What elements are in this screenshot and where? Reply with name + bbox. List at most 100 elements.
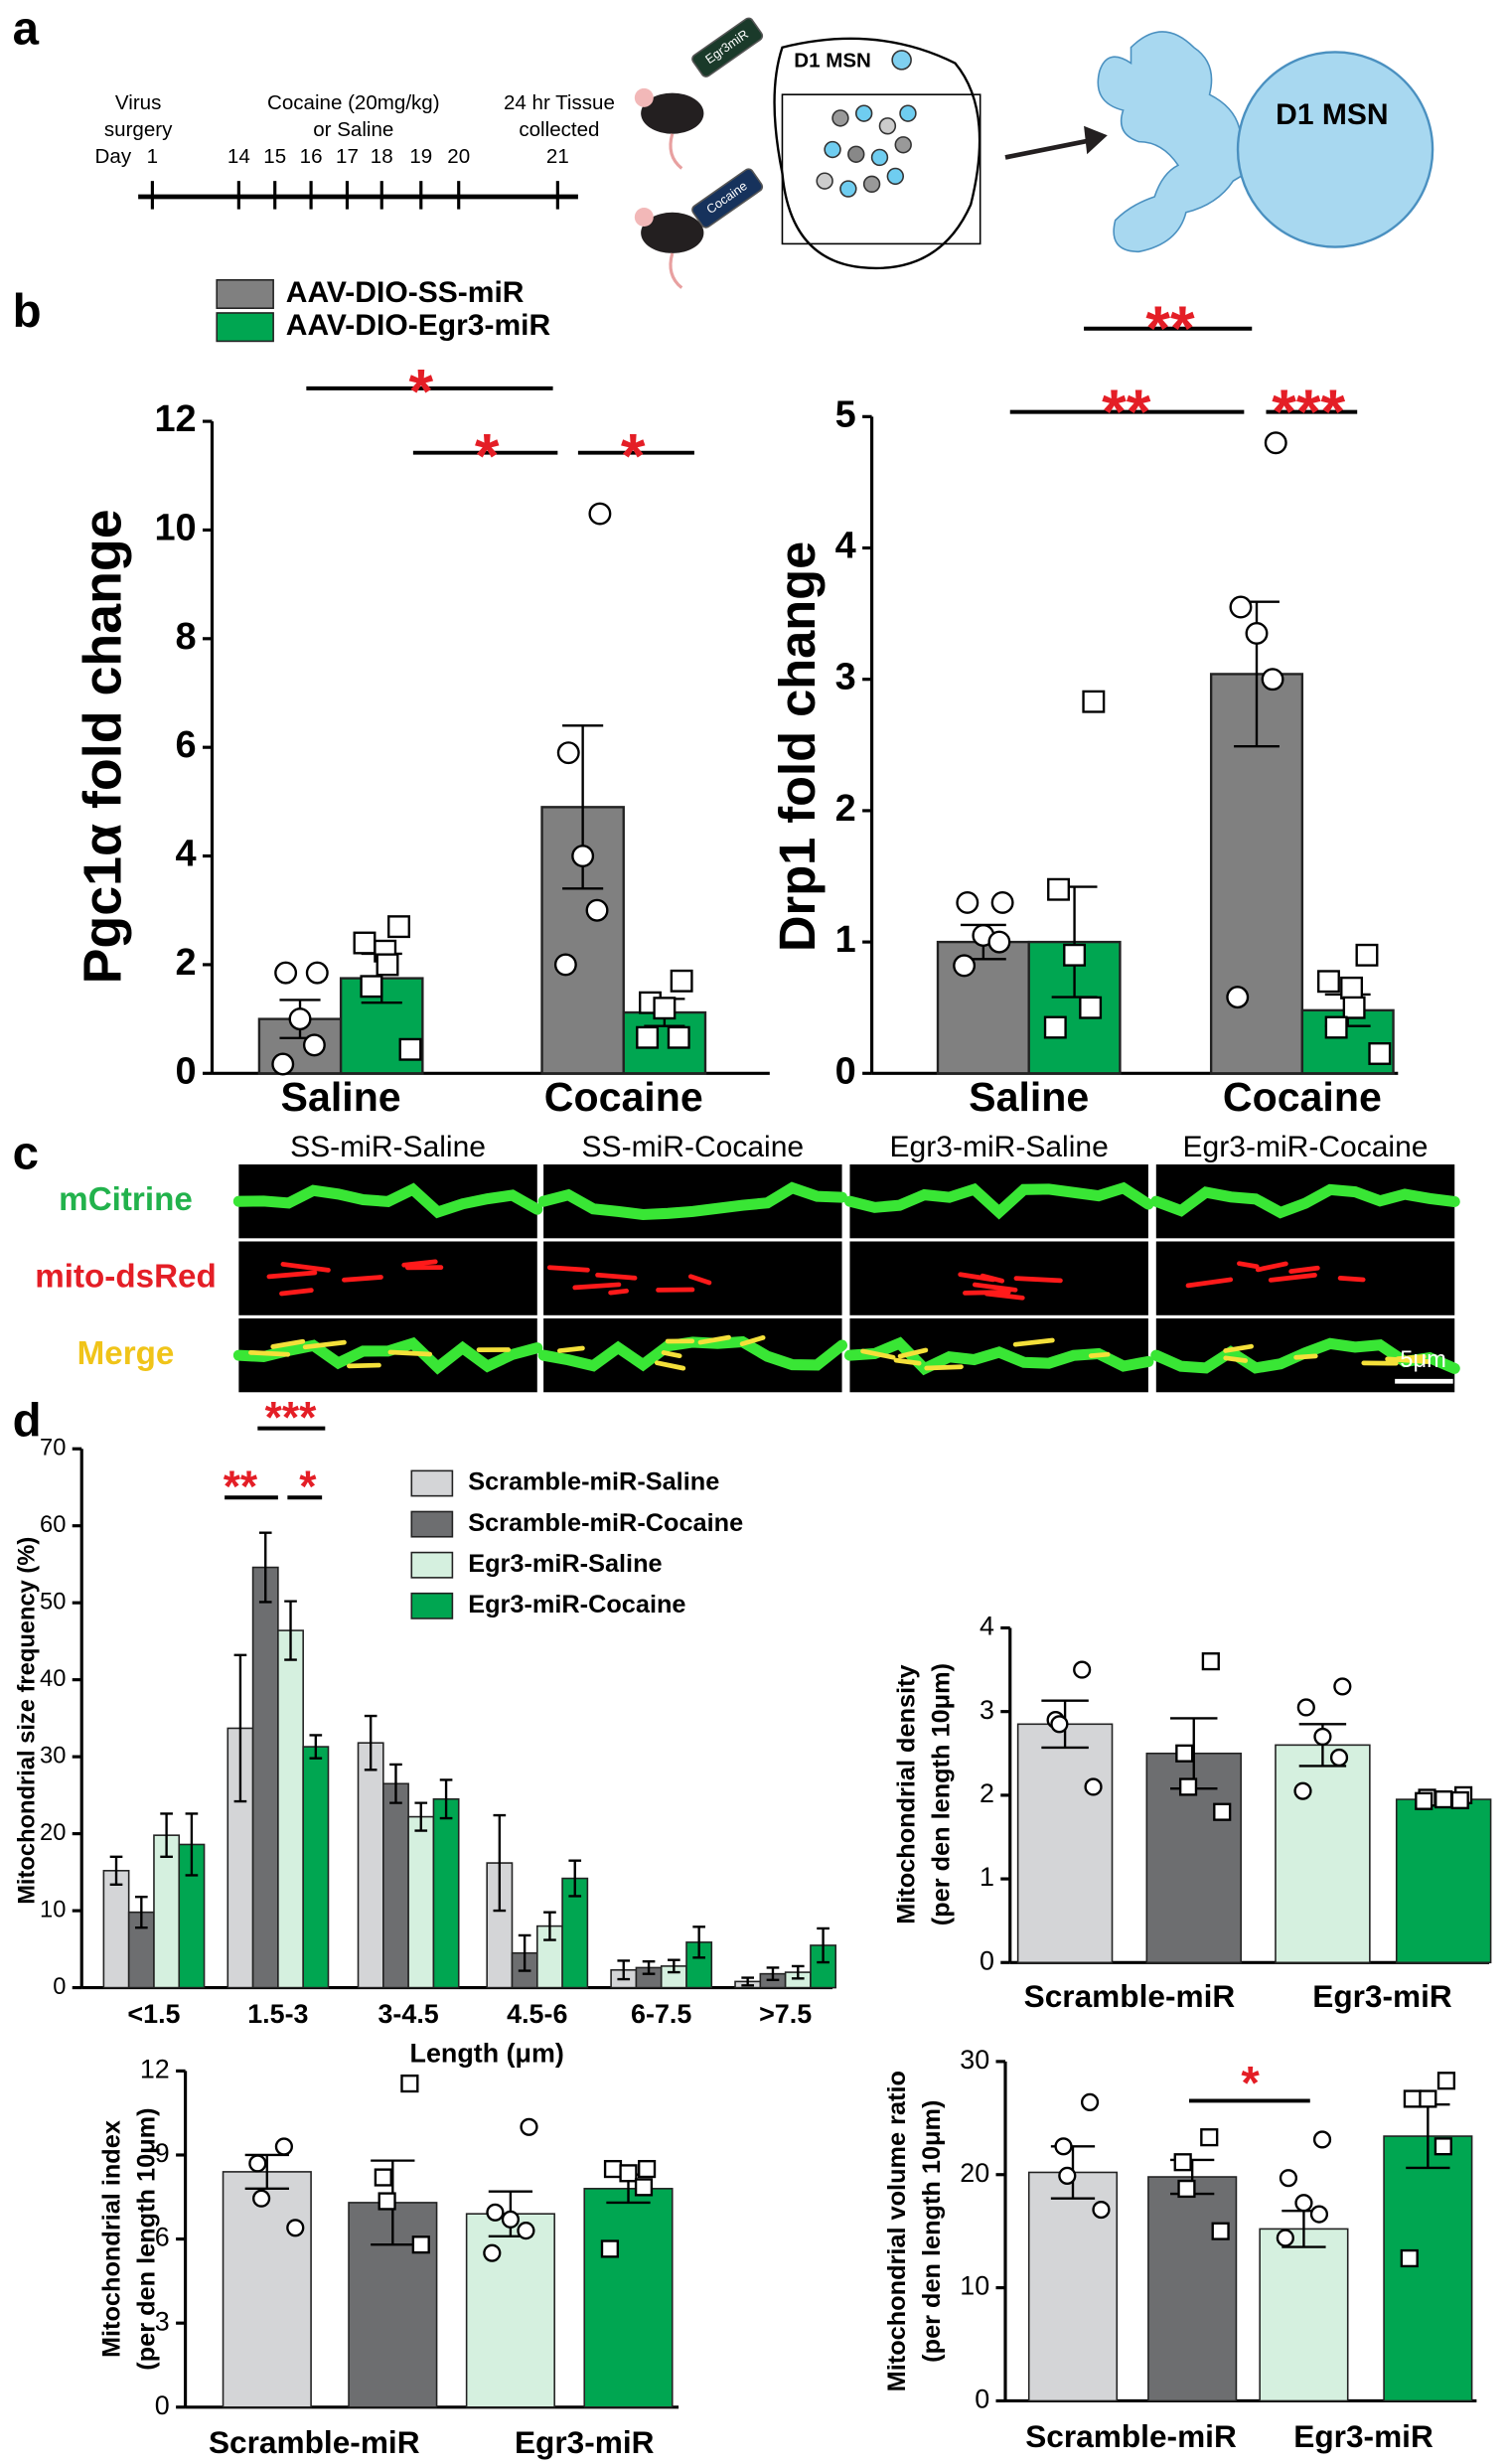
data-point [1400, 2248, 1419, 2268]
panel-label: c [13, 1128, 39, 1180]
legend-dot [891, 50, 912, 71]
mouse-tail [669, 133, 683, 170]
significance-label: * [408, 357, 433, 426]
y-axis-label: Mitochondrial density [893, 1664, 921, 1924]
error-bar [439, 1778, 453, 1820]
brain-box [781, 93, 981, 245]
error-bar [414, 1801, 428, 1832]
mito-signal [342, 1275, 383, 1283]
significance-label: *** [1272, 378, 1345, 447]
data-point [1340, 976, 1364, 1000]
data-point [603, 2159, 623, 2179]
y-axis-label: (per den length 10μm) [132, 2107, 160, 2370]
mito-signal [1255, 1261, 1288, 1273]
data-point [1080, 2092, 1100, 2111]
mito-signal [1013, 1276, 1063, 1284]
data-point [1058, 2166, 1077, 2185]
data-point [1211, 2222, 1230, 2240]
error-bar [185, 1812, 199, 1877]
mito-signal [347, 1362, 381, 1369]
significance-label: *** [265, 1393, 317, 1442]
mito-signal [387, 1349, 433, 1357]
data-point [1296, 1698, 1315, 1717]
bar [432, 1797, 460, 1989]
mito-signal [893, 1357, 922, 1366]
bar [465, 2213, 555, 2408]
mito-signal [1288, 1265, 1320, 1275]
mito-signal [1395, 1354, 1427, 1361]
legend-swatch [410, 1551, 454, 1579]
dendrite [1097, 31, 1275, 253]
error-bar [668, 1958, 680, 1974]
mito-signal [972, 1282, 1018, 1293]
x-tick-label: 6-7.5 [631, 1999, 691, 2029]
arrow-head [1084, 125, 1108, 155]
error-bar [568, 1859, 582, 1898]
brain-outline [773, 37, 981, 270]
legend-label: AAV-DIO-Egr3-miR [286, 309, 551, 342]
error-bar [766, 1966, 780, 1982]
bar [277, 1629, 304, 1989]
cell-label: D1 MSN [1276, 98, 1388, 131]
y-tick-label: 40 [40, 1666, 66, 1692]
mito-signal [860, 1348, 896, 1360]
error-bar [233, 1653, 247, 1803]
y-tick-label: 6 [176, 724, 197, 766]
panel-label: a [13, 2, 40, 55]
mito-signal [572, 1282, 622, 1291]
data-point [1261, 668, 1284, 692]
mito-signal [1223, 1355, 1249, 1363]
syringe [691, 168, 764, 229]
x-tick-label: Saline [969, 1074, 1089, 1120]
x-tick-label: >7.5 [759, 1999, 812, 2029]
day-label: Day [95, 145, 132, 168]
bar [102, 1870, 130, 1989]
group-label: Scramble-miR [1024, 1978, 1236, 2014]
error-bar [791, 1964, 805, 1980]
data-point [553, 953, 577, 977]
data-point [1082, 690, 1106, 713]
mouse-ear [634, 87, 654, 107]
group-label: Egr3-miR [515, 2424, 655, 2460]
column-label: SS-miR-Saline [290, 1131, 486, 1163]
data-point [585, 898, 609, 922]
y-tick-label: 2 [176, 942, 197, 984]
column-label: Egr3-miR-Cocaine [1183, 1131, 1429, 1163]
mito-signal [556, 1345, 585, 1353]
data-point [1173, 2153, 1192, 2172]
bar [357, 1742, 384, 1989]
data-point [1054, 2137, 1073, 2156]
data-point [571, 845, 595, 868]
x-tick-label: Cocaine [1223, 1074, 1382, 1120]
cells [816, 104, 917, 198]
significance-label: ** [1102, 378, 1151, 447]
event-label: collected [519, 118, 599, 141]
dendrite-signal [232, 1336, 543, 1375]
x-tick-label: 4.5-6 [507, 1999, 567, 2029]
error-bar [642, 1960, 656, 1975]
x-tick-label: <1.5 [127, 1999, 180, 2029]
mito-signal [1185, 1277, 1234, 1289]
legend-swatch [410, 1592, 454, 1619]
y-tick-label: 3 [155, 2306, 170, 2336]
bar [1259, 2228, 1349, 2402]
data-point [1313, 1727, 1332, 1747]
data-point [1309, 2205, 1329, 2224]
day-number: 15 [263, 145, 286, 168]
data-point [376, 953, 399, 977]
event-label: or Saline [313, 118, 393, 141]
day-number: 1 [147, 145, 158, 168]
bar [251, 1566, 279, 1989]
data-point [600, 2239, 619, 2258]
data-point [501, 2210, 520, 2229]
data-point [1213, 1802, 1232, 1821]
significance-label: * [1241, 2058, 1260, 2110]
arrow [1004, 136, 1101, 160]
mito-signal [279, 1288, 314, 1297]
legend-label: Scramble-miR-Saline [468, 1468, 719, 1496]
mito-signal [1337, 1276, 1366, 1283]
y-tick-label: 5 [835, 393, 856, 435]
data-point [956, 890, 980, 914]
data-point [398, 1037, 422, 1061]
mito-signal [1088, 1351, 1111, 1358]
